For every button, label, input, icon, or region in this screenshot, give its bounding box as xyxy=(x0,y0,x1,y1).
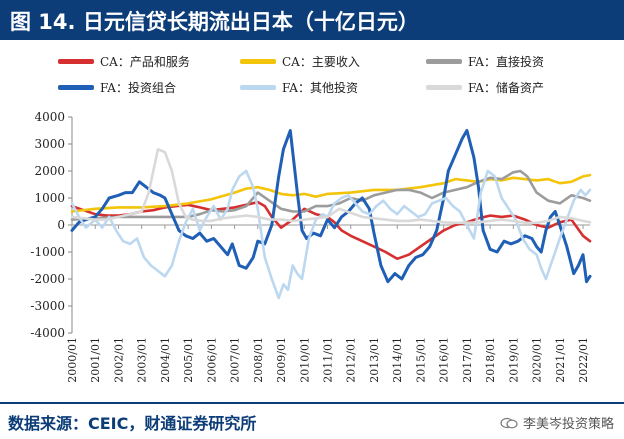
x-tick-label: 2003/01 xyxy=(136,337,149,383)
series-line-6 xyxy=(70,148,592,225)
y-tick-label: 4000 xyxy=(34,110,65,124)
y-tick-label: -1000 xyxy=(30,245,65,259)
legend-item: FA：储备资产 xyxy=(426,76,544,98)
footer: 数据来源：CEIC，财通证券研究所 李美岑投资策略 xyxy=(0,402,624,439)
series-line-2 xyxy=(70,173,592,213)
legend-swatch xyxy=(240,84,276,90)
x-tick-label: 2022/01 xyxy=(577,337,590,383)
legend-item: CA：产品和服务 xyxy=(58,50,190,72)
x-tick-label: 2019/01 xyxy=(507,337,520,383)
legend-item: FA：其他投资 xyxy=(240,76,358,98)
legend-swatch xyxy=(240,58,276,64)
series-line-1 xyxy=(70,200,592,261)
x-tick-label: 2000/01 xyxy=(66,337,79,383)
x-tick-label: 2012/01 xyxy=(345,337,358,383)
legend-label: FA：投资组合 xyxy=(100,80,176,95)
source-note: 数据来源：CEIC，财通证券研究所 xyxy=(8,414,257,433)
y-tick-label: 3000 xyxy=(34,137,65,151)
x-tick-label: 2008/01 xyxy=(252,337,265,383)
x-tick-label: 2010/01 xyxy=(298,337,311,383)
y-tick-label: -2000 xyxy=(30,272,65,286)
x-tick-label: 2004/01 xyxy=(159,337,172,383)
legend-swatch xyxy=(58,84,94,90)
y-tick-label: 0 xyxy=(57,218,65,232)
x-tick-label: 2016/01 xyxy=(438,337,451,383)
legend-swatch xyxy=(426,58,462,64)
legend-swatch xyxy=(426,84,462,90)
y-tick-label: 1000 xyxy=(34,191,65,205)
series-line-5 xyxy=(70,169,592,300)
legend-item: FA：直接投资 xyxy=(426,50,544,72)
x-tick-label: 2015/01 xyxy=(414,337,427,383)
watermark-text: 李美岑投资策略 xyxy=(522,417,614,432)
x-tick-label: 2021/01 xyxy=(554,337,567,383)
wechat-icon xyxy=(500,417,518,428)
x-tick-label: 2009/01 xyxy=(275,337,288,383)
x-tick-label: 2018/01 xyxy=(484,337,497,383)
legend-label: FA：其他投资 xyxy=(282,80,358,95)
title-bar: 图 14. 日元信贷长期流出日本（十亿日元） xyxy=(0,0,624,40)
x-tick-label: 2014/01 xyxy=(391,337,404,383)
legend-swatch xyxy=(58,58,94,64)
y-tick-label: 2000 xyxy=(34,164,65,178)
legend-label: FA：直接投资 xyxy=(468,54,544,69)
x-tick-label: 2006/01 xyxy=(205,337,218,383)
legend-label: FA：储备资产 xyxy=(468,80,544,95)
x-tick-label: 2002/01 xyxy=(112,337,125,383)
legend-label: CA：主要收入 xyxy=(282,54,360,69)
legend-item: FA：投资组合 xyxy=(58,76,176,98)
legend-item: CA：主要收入 xyxy=(240,50,360,72)
x-tick-label: 2020/01 xyxy=(531,337,544,383)
x-tick-label: 2017/01 xyxy=(461,337,474,383)
y-tick-label: -3000 xyxy=(30,299,65,313)
x-tick-label: 2007/01 xyxy=(229,337,242,383)
chart-title: 图 14. 日元信贷长期流出日本（十亿日元） xyxy=(10,10,419,34)
x-tick-label: 2013/01 xyxy=(368,337,381,383)
line-chart: 40003000200010000-1000-2000-3000-4000200… xyxy=(30,110,592,383)
legend: CA：产品和服务 CA：主要收入 FA：直接投资 FA：投资组合 FA：其他投资… xyxy=(0,46,624,100)
x-tick-label: 2005/01 xyxy=(182,337,195,383)
x-tick-label: 2001/01 xyxy=(89,337,102,383)
y-tick-label: -4000 xyxy=(30,326,65,340)
legend-label: CA：产品和服务 xyxy=(100,54,190,69)
watermark: 李美岑投资策略 xyxy=(500,413,614,432)
x-tick-label: 2011/01 xyxy=(322,337,335,383)
